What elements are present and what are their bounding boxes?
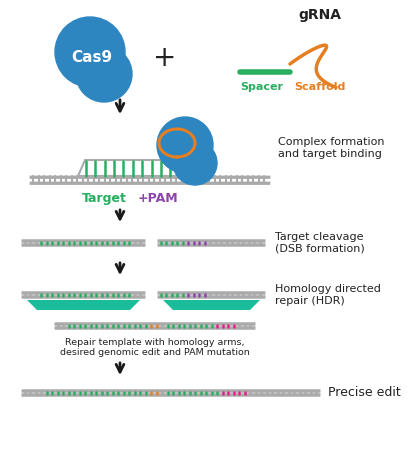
FancyBboxPatch shape — [158, 239, 265, 243]
Polygon shape — [163, 300, 260, 310]
FancyBboxPatch shape — [22, 291, 145, 295]
FancyBboxPatch shape — [30, 181, 270, 185]
FancyBboxPatch shape — [55, 322, 256, 326]
Text: +PAM: +PAM — [138, 192, 179, 205]
Text: gRNA: gRNA — [298, 8, 341, 22]
Text: Scaffold: Scaffold — [294, 82, 346, 92]
Circle shape — [157, 117, 213, 173]
Text: Complex formation
and target binding: Complex formation and target binding — [278, 137, 385, 159]
FancyBboxPatch shape — [30, 176, 270, 179]
FancyBboxPatch shape — [22, 389, 320, 393]
Circle shape — [55, 17, 125, 87]
FancyBboxPatch shape — [158, 295, 265, 299]
Text: Spacer: Spacer — [241, 82, 284, 92]
FancyBboxPatch shape — [158, 243, 265, 247]
FancyBboxPatch shape — [55, 326, 256, 330]
FancyBboxPatch shape — [22, 243, 145, 247]
Circle shape — [173, 141, 217, 185]
Text: Target cleavage
(DSB formation): Target cleavage (DSB formation) — [275, 232, 365, 254]
Text: +: + — [153, 44, 177, 72]
Circle shape — [76, 46, 132, 102]
FancyBboxPatch shape — [22, 393, 320, 397]
Text: Target: Target — [82, 192, 127, 205]
Text: Repair template with homology arms,
desired genomic edit and PAM mutation: Repair template with homology arms, desi… — [60, 338, 250, 357]
FancyBboxPatch shape — [22, 295, 145, 299]
FancyBboxPatch shape — [158, 291, 265, 295]
Polygon shape — [27, 300, 140, 310]
Text: Homology directed
repair (HDR): Homology directed repair (HDR) — [275, 284, 381, 306]
FancyBboxPatch shape — [22, 239, 145, 243]
Text: Cas9: Cas9 — [72, 50, 113, 66]
Text: Precise edit: Precise edit — [328, 387, 401, 399]
